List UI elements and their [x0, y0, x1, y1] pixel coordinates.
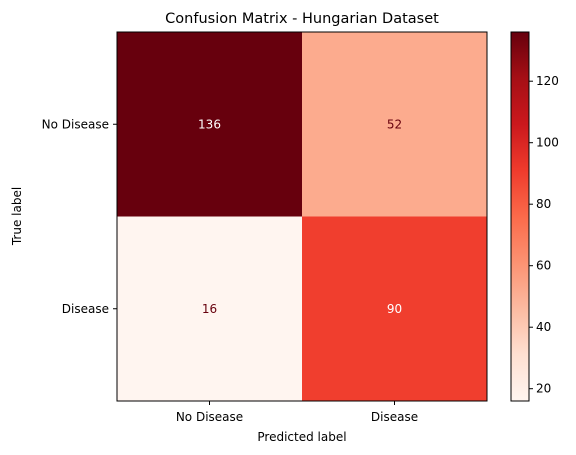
heatmap-cell-labels: 136 52 16 90: [198, 117, 402, 316]
heatmap-cell: [302, 32, 487, 217]
heatmap-cell: [117, 32, 302, 217]
y-tick-label: No Disease: [42, 117, 109, 131]
plot-frame: [116, 31, 488, 402]
y-tick-label: Disease: [62, 302, 109, 316]
colorbar-ticks: 20 40 60 80 100 120: [529, 74, 559, 396]
heatmap-cell: [302, 216, 487, 401]
cell-value-label: 52: [387, 117, 402, 131]
heatmap-cells: [117, 32, 487, 401]
colorbar-tick-label: 120: [536, 74, 559, 88]
cell-value-label: 16: [202, 302, 217, 316]
cell-value-label: 136: [198, 117, 221, 131]
colorbar-tick-label: 40: [536, 320, 551, 334]
heatmap-cell: [117, 216, 302, 401]
y-axis-ticks: No Disease Disease: [42, 117, 117, 316]
colorbar-tick-label: 100: [536, 136, 559, 150]
y-axis-label: True label: [10, 187, 24, 246]
colorbar-tick-label: 20: [536, 382, 551, 396]
chart-title: Confusion Matrix - Hungarian Dataset: [165, 11, 439, 27]
x-tick-label: Disease: [371, 410, 418, 424]
x-axis-label: Predicted label: [257, 430, 346, 444]
colorbar-tick-label: 60: [536, 259, 551, 273]
colorbar: [510, 31, 530, 402]
cell-value-label: 90: [387, 302, 402, 316]
colorbar-tick-label: 80: [536, 197, 551, 211]
x-tick-label: No Disease: [176, 410, 243, 424]
x-axis-ticks: No Disease Disease: [176, 401, 418, 424]
